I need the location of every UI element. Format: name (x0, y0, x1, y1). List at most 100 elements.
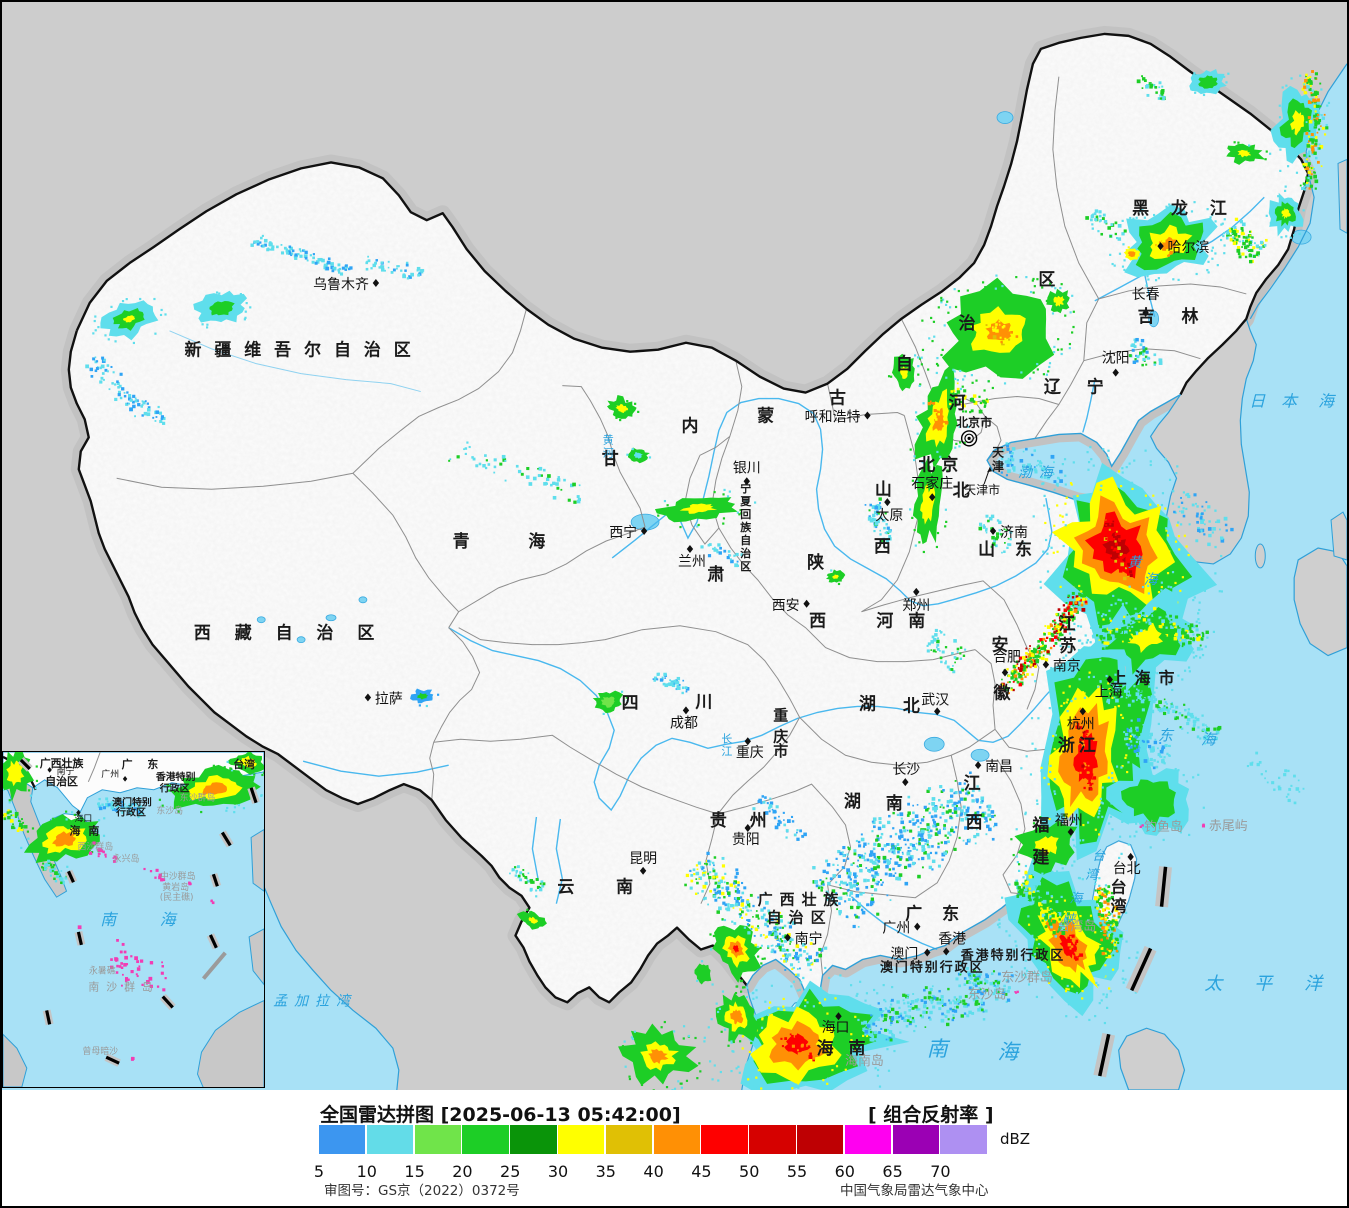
sea-label: 黄 (1128, 555, 1144, 571)
unit-label: dBZ (1000, 1130, 1031, 1148)
boundary-dash (161, 995, 174, 1009)
city-label: 郑州 (902, 598, 930, 614)
sea-label: 太 (1204, 973, 1224, 994)
city-marker (864, 411, 871, 420)
province-label: 苏 (1059, 636, 1076, 656)
city-marker (682, 706, 690, 715)
province-label: 安 (992, 635, 1009, 655)
province-label: 广 (122, 757, 133, 771)
province-label: 古 (829, 388, 846, 408)
province-label: 夏 (739, 495, 752, 508)
colorbar-tick: 15 (404, 1162, 425, 1181)
city-marker (784, 933, 791, 942)
radar-map: 乌鲁木齐 哈尔滨 长春 沈阳 呼和浩特 石家庄 太原 济南 郑州 西安 银川 西宁 兰州 拉萨 成都 重庆 武汉… (2, 2, 1347, 1090)
river-label: 长 (721, 732, 732, 745)
province-label: 山东 (978, 539, 1052, 559)
province-label: 内 (681, 415, 698, 435)
colorbar-tick: 30 (547, 1162, 569, 1181)
city-marker (743, 477, 750, 486)
province-label: 广西壮族 (40, 756, 84, 770)
colorbar-segment (462, 1125, 509, 1154)
sea-label: 海 (1318, 392, 1336, 411)
map-labels: 乌鲁木齐哈尔滨长春沈阳呼和浩特石家庄太原济南郑州西安银川西宁兰州拉萨成都重庆武汉… (184, 198, 1336, 1069)
legend-panel: 全国雷达拼图 [2025-06-13 05:42:00] [ 组合反射率 ] d… (2, 1090, 1347, 1206)
island-label: 永兴岛 (113, 852, 140, 864)
sea-label: 孟加拉湾 (273, 993, 357, 1009)
city-marker (929, 493, 936, 502)
city-label: 西安 (772, 598, 800, 614)
river-label: 江 (721, 745, 732, 758)
city-label: 昆明 (629, 851, 657, 867)
city-label: 银川 (733, 460, 761, 476)
colorbar-tick: 10 (356, 1162, 377, 1181)
inset-nine-dash-line (18, 757, 260, 1067)
sea-label: 台 (1092, 849, 1106, 864)
colorbar-tick: 45 (691, 1162, 712, 1181)
boundary-dash (67, 870, 75, 883)
inset-labels: 南宁 广州海口广西壮族自治区广东台湾香港特别行政区澳门特别行政区海南东沙群岛东沙岛… (40, 756, 255, 1057)
province-label: 建 (1032, 847, 1049, 867)
sea-label: 南 (927, 1037, 951, 1061)
province-label: 北 (953, 480, 970, 500)
colorbar-segment (892, 1125, 939, 1154)
province-label: 青海 (453, 531, 605, 551)
city-label: 武汉 (921, 692, 949, 708)
province-label: 西 (874, 536, 891, 556)
city-marker (76, 809, 81, 816)
province-label: 浙江 (1058, 735, 1100, 755)
island-label: (民主礁) (160, 891, 194, 903)
sea-label: 海 (1201, 730, 1218, 748)
boundary-dash (208, 934, 218, 949)
colorbar-tick: 35 (595, 1162, 616, 1181)
city-marker (934, 707, 941, 716)
city-marker (1127, 852, 1134, 861)
colorbar-tick: 20 (452, 1162, 473, 1181)
city-label: 重庆 (736, 745, 764, 761)
city-label: 西宁 (609, 524, 637, 541)
city-label: 南宁 (57, 765, 75, 777)
island-label: 东沙岛 (968, 986, 1007, 1002)
province-label: 川 (694, 691, 712, 711)
sea-label: 本 (1281, 392, 1299, 411)
city-label: 南京 (1053, 659, 1081, 675)
colorbar-segment (319, 1125, 366, 1154)
province-label: 香港特别 (156, 770, 196, 783)
province-label: 黑龙江 (1132, 198, 1249, 218)
sea-label: 南 (100, 910, 118, 929)
province-label: 海南 (817, 1038, 881, 1058)
province-label: 海南 (70, 823, 108, 837)
boundary-dash (1159, 866, 1168, 907)
colorbar-tick: 5 (313, 1162, 325, 1181)
boundary-dash (211, 873, 219, 887)
island-label: 永暑礁 (89, 965, 116, 977)
sea-label: 日 (1249, 392, 1266, 411)
province-label: 新疆维吾尔自治区 (184, 340, 423, 360)
colorbar-tick: 40 (643, 1162, 664, 1181)
province-label: 江 (964, 773, 981, 793)
city-label: 台北 (1113, 861, 1141, 877)
island-label: 海南岛 (845, 1053, 884, 1069)
sea-label: 东 (1158, 726, 1175, 744)
colorbar-segment (749, 1125, 796, 1154)
city-marker (364, 693, 372, 702)
city-label: 澳门 (890, 946, 918, 962)
province-label: 西藏自治区 (194, 623, 398, 643)
colorbar-segment (366, 1125, 414, 1154)
city-marker (1106, 675, 1113, 684)
city-label: 海口 (822, 1020, 850, 1036)
river-label: 黄 (603, 432, 614, 446)
sea-label: 湾 (1085, 867, 1100, 883)
city-marker (835, 1012, 842, 1021)
city-label: 乌鲁木齐 (313, 277, 369, 293)
nine-dash-line (1093, 866, 1172, 1078)
province-label: 湾 (1111, 897, 1127, 916)
colorbar-tick: 50 (739, 1162, 760, 1181)
sea-label: 海 (1069, 892, 1084, 907)
colorbar-segment (844, 1125, 892, 1154)
city-label: 哈尔滨 (1168, 240, 1210, 256)
province-label: 治 (740, 546, 751, 560)
colorbar-segment (605, 1125, 653, 1154)
province-label: 上海市 (1111, 668, 1183, 687)
agency-name: 中国气象局雷达气象中心 (840, 1183, 989, 1199)
city-marker (974, 761, 982, 770)
